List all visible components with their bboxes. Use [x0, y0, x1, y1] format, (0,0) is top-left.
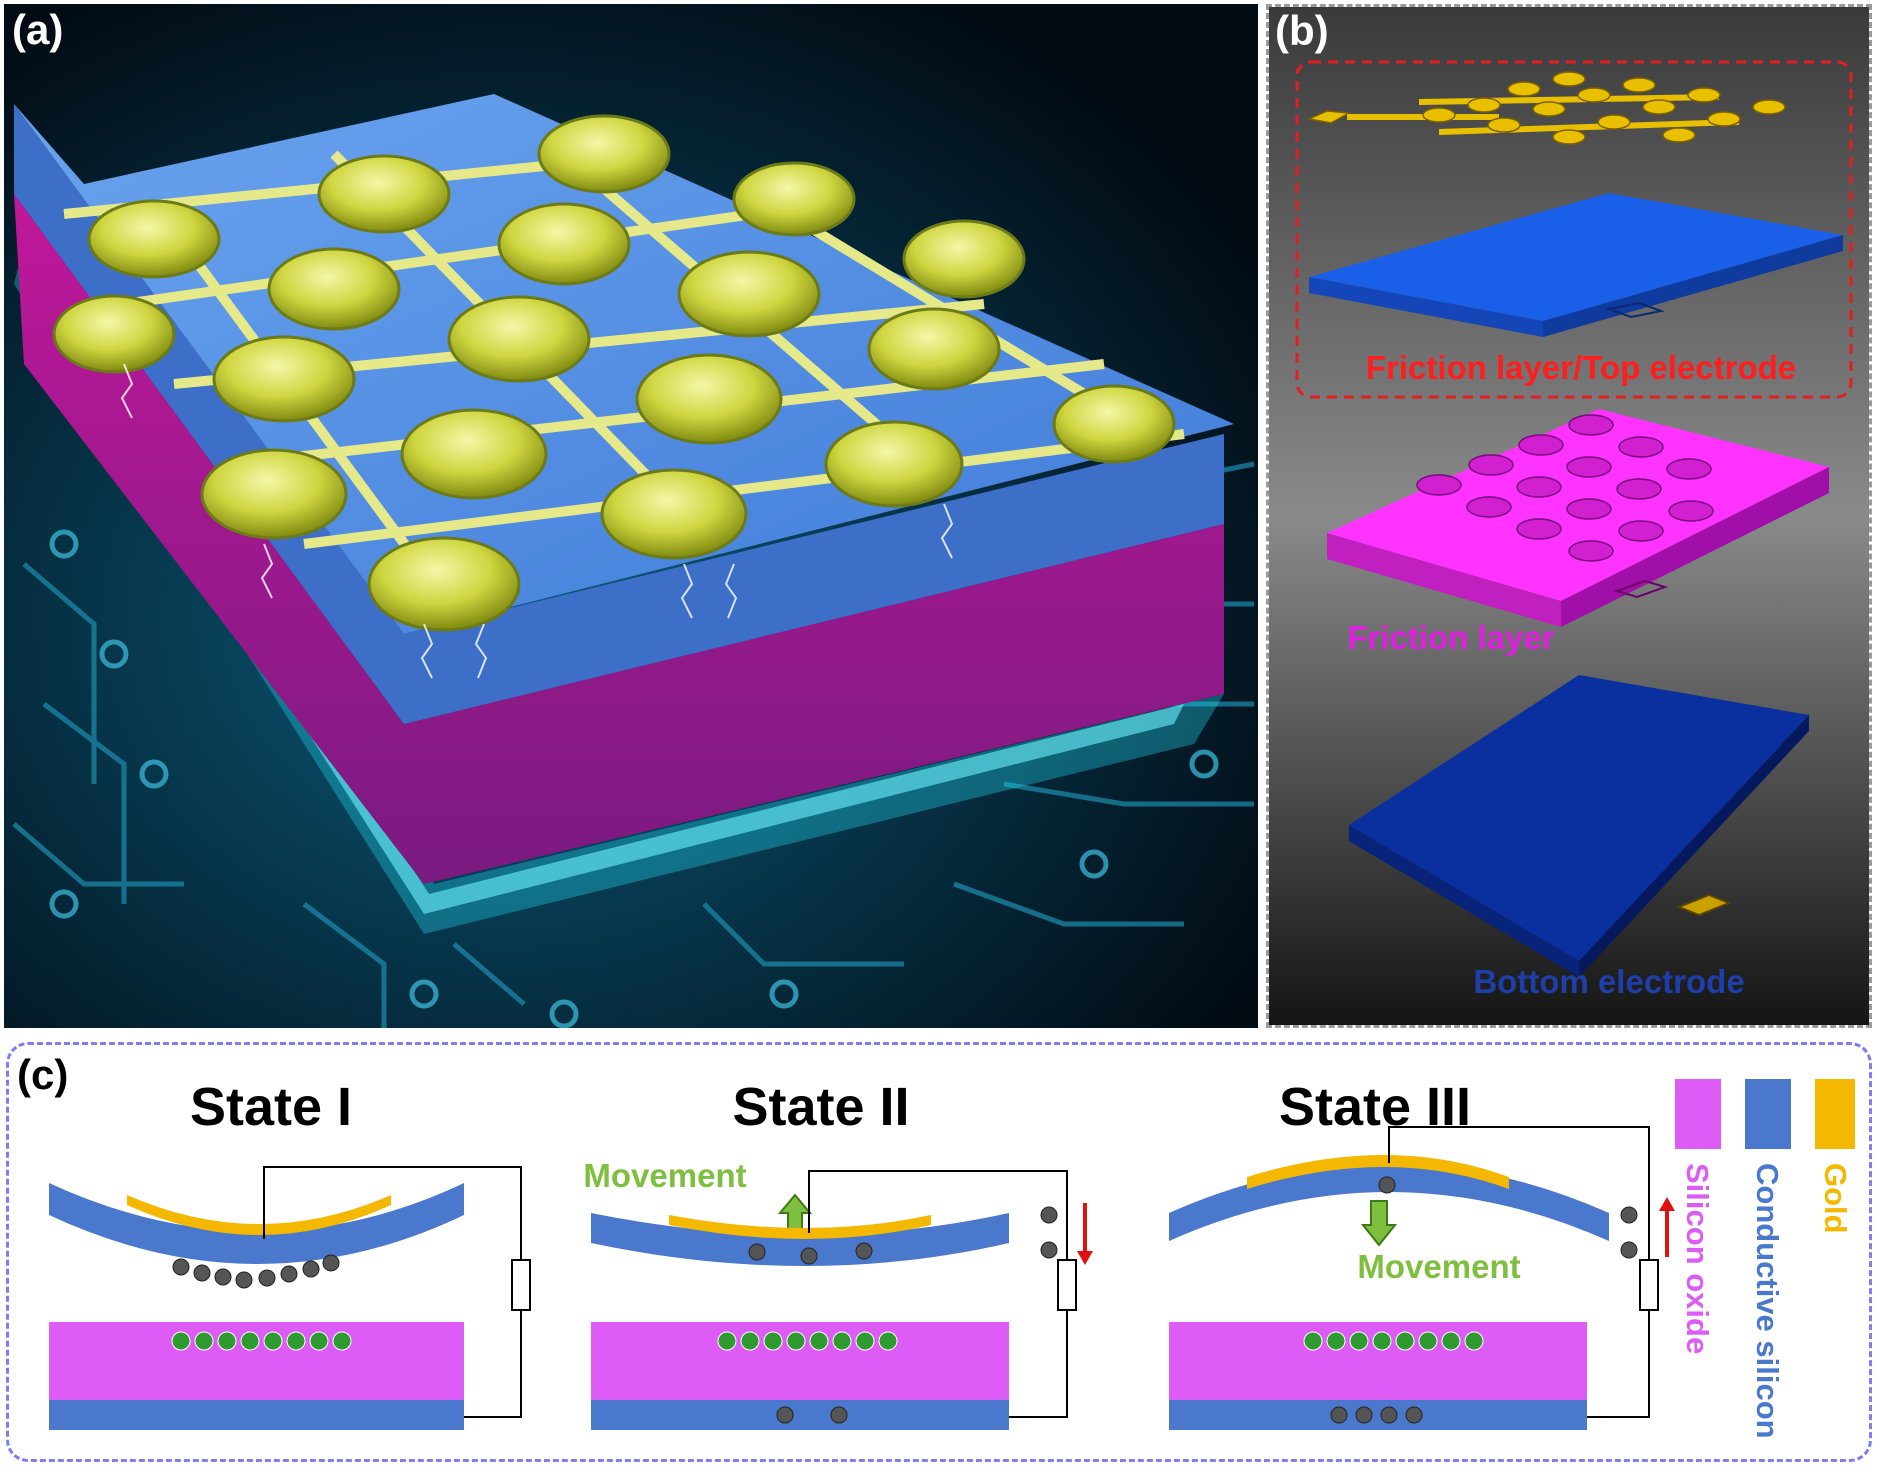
state-3-down-arrow	[1360, 1200, 1398, 1247]
state-2-movement-label: Movement	[583, 1157, 746, 1194]
exploded-layers: Friction layer/Top electrode Friction la…	[1269, 7, 1869, 1025]
panel-b-exploded-view: Friction layer/Top electrode Friction la…	[1266, 4, 1872, 1028]
gold-domes	[52, 114, 1176, 632]
device-3d-render	[4, 4, 1258, 1028]
label-top-electrode: Friction layer/Top electrode	[1366, 349, 1796, 386]
gold-mesh-layer	[1306, 71, 1786, 145]
panel-a-label: (a)	[12, 6, 64, 53]
state-3-bottom-silicon	[1169, 1400, 1587, 1430]
panel-c-working-states: State I State II Movement	[6, 1042, 1872, 1462]
state-1-gold	[127, 1195, 391, 1235]
top-electrode-slab	[1309, 193, 1843, 337]
legend: Silicon oxide Conductive silicon Gold	[1675, 1079, 1855, 1439]
states-diagram: State I State II Movement	[49, 1077, 1855, 1439]
bottom-electrode-slab	[1349, 675, 1809, 977]
panel-c-label: (c)	[17, 1051, 69, 1098]
state-3-movement-label: Movement	[1357, 1248, 1520, 1285]
silicon-oxide-layer	[14, 194, 1224, 884]
state-1: State I	[49, 1077, 531, 1430]
top-electrode-group-box	[1295, 60, 1853, 399]
state-1-oxide	[49, 1322, 464, 1400]
state-2: State II Movement	[583, 1077, 1093, 1430]
state-2-resistor	[1057, 1259, 1077, 1311]
state-3-resistor	[1639, 1259, 1659, 1311]
state-3: State III Movement	[1169, 1077, 1675, 1430]
panel-a-illustration: (a)	[4, 4, 1258, 1028]
friction-layer-slab	[1327, 409, 1829, 627]
state-2-gold	[669, 1215, 931, 1239]
label-bottom-electrode: Bottom electrode	[1473, 963, 1744, 1000]
legend-swatch-oxide	[1675, 1079, 1721, 1149]
label-friction-layer: Friction layer	[1347, 619, 1554, 656]
panel-b-label: (b)	[1275, 7, 1329, 54]
state-3-gold	[1247, 1155, 1509, 1189]
state-2-bottom-silicon	[591, 1400, 1009, 1430]
state-2-silicon-beam	[591, 1213, 1009, 1266]
state-2-title: State II	[732, 1077, 909, 1137]
state-1-title: State I	[190, 1077, 352, 1137]
discharge-sparks	[120, 363, 954, 679]
legend-label-gold: Gold	[1818, 1163, 1853, 1234]
legend-swatch-silicon	[1745, 1079, 1791, 1149]
legend-swatch-gold	[1815, 1079, 1855, 1149]
state-1-silicon-beam	[49, 1183, 464, 1264]
state-1-resistor	[511, 1259, 531, 1311]
legend-label-silicon: Conductive silicon	[1750, 1163, 1785, 1439]
legend-label-oxide: Silicon oxide	[1680, 1163, 1715, 1354]
state-1-bottom-silicon	[49, 1400, 464, 1430]
